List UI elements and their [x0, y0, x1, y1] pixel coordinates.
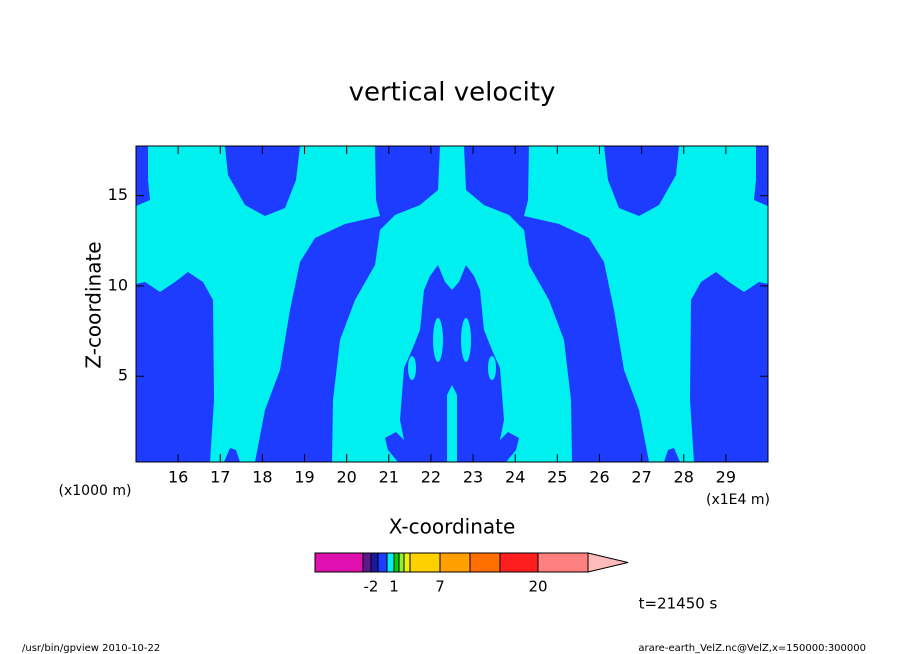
- x-tick-label: 22: [421, 468, 441, 487]
- contour-region: [433, 318, 443, 362]
- x-tick-label: 21: [379, 468, 399, 487]
- x-tick-label: 27: [631, 468, 651, 487]
- time-label: t=21450 s: [639, 595, 718, 613]
- contour-region: [452, 265, 519, 462]
- contour-half: [452, 146, 768, 462]
- y-tick-label: 5: [118, 366, 128, 385]
- colorbar-segment: [393, 552, 400, 573]
- colorbar-tick-label: 1: [389, 578, 399, 596]
- x-tick-label: 28: [674, 468, 694, 487]
- x-tick-label: 17: [210, 468, 230, 487]
- chart-title: vertical velocity: [349, 78, 556, 108]
- colorbar-segment: [377, 552, 388, 573]
- x-tick-label: 16: [168, 468, 188, 487]
- x-tick-label: 20: [336, 468, 356, 487]
- colorbar-tick-label: 7: [435, 578, 445, 596]
- y-tick-label: 10: [108, 275, 128, 294]
- colorbar-segment: [362, 552, 372, 573]
- contour-field: [136, 146, 768, 462]
- y-tick-label: 15: [108, 185, 128, 204]
- colorbar-extension: [587, 552, 629, 573]
- contour-region: [452, 385, 457, 462]
- footer-left: /usr/bin/gpview 2010-10-22: [22, 643, 160, 654]
- x-axis-label: X-coordinate: [389, 515, 516, 539]
- contour-region: [524, 146, 768, 462]
- colorbar-tick-label: 20: [528, 578, 547, 596]
- x-tick-label: 29: [716, 468, 736, 487]
- colorbar-segment: [409, 552, 441, 573]
- colorbar-tick-label: -2: [364, 578, 379, 596]
- colorbar-segment: [499, 552, 539, 573]
- colorbar-segment: [439, 552, 471, 573]
- x-unit-label: (x1E4 m): [706, 492, 770, 508]
- y-unit-label: (x1000 m): [59, 483, 132, 499]
- contour-region: [385, 265, 452, 462]
- footer-right: arare-earth_VelZ.nc@VelZ,x=150000:300000: [638, 643, 866, 654]
- plot-frame: [135, 145, 769, 463]
- x-tick-label: 18: [252, 468, 272, 487]
- contour-region: [488, 356, 496, 380]
- colorbar-segment: [403, 552, 411, 573]
- contour-region: [408, 356, 416, 380]
- colorbar-segment: [370, 552, 379, 573]
- x-tick-label: 25: [547, 468, 567, 487]
- contour-half: [136, 146, 452, 462]
- y-axis-label: Z-coordinate: [82, 241, 106, 368]
- contour-region: [447, 385, 452, 462]
- contour-region: [461, 318, 471, 362]
- x-tick-label: 26: [589, 468, 609, 487]
- colorbar-segment: [386, 552, 395, 573]
- contour-region: [136, 146, 380, 462]
- x-tick-label: 23: [463, 468, 483, 487]
- colorbar-segment: [398, 552, 405, 573]
- x-tick-label: 24: [505, 468, 525, 487]
- colorbar-segment: [537, 552, 589, 573]
- colorbar-segment: [469, 552, 501, 573]
- colorbar-segment: [314, 552, 364, 573]
- x-tick-label: 19: [294, 468, 314, 487]
